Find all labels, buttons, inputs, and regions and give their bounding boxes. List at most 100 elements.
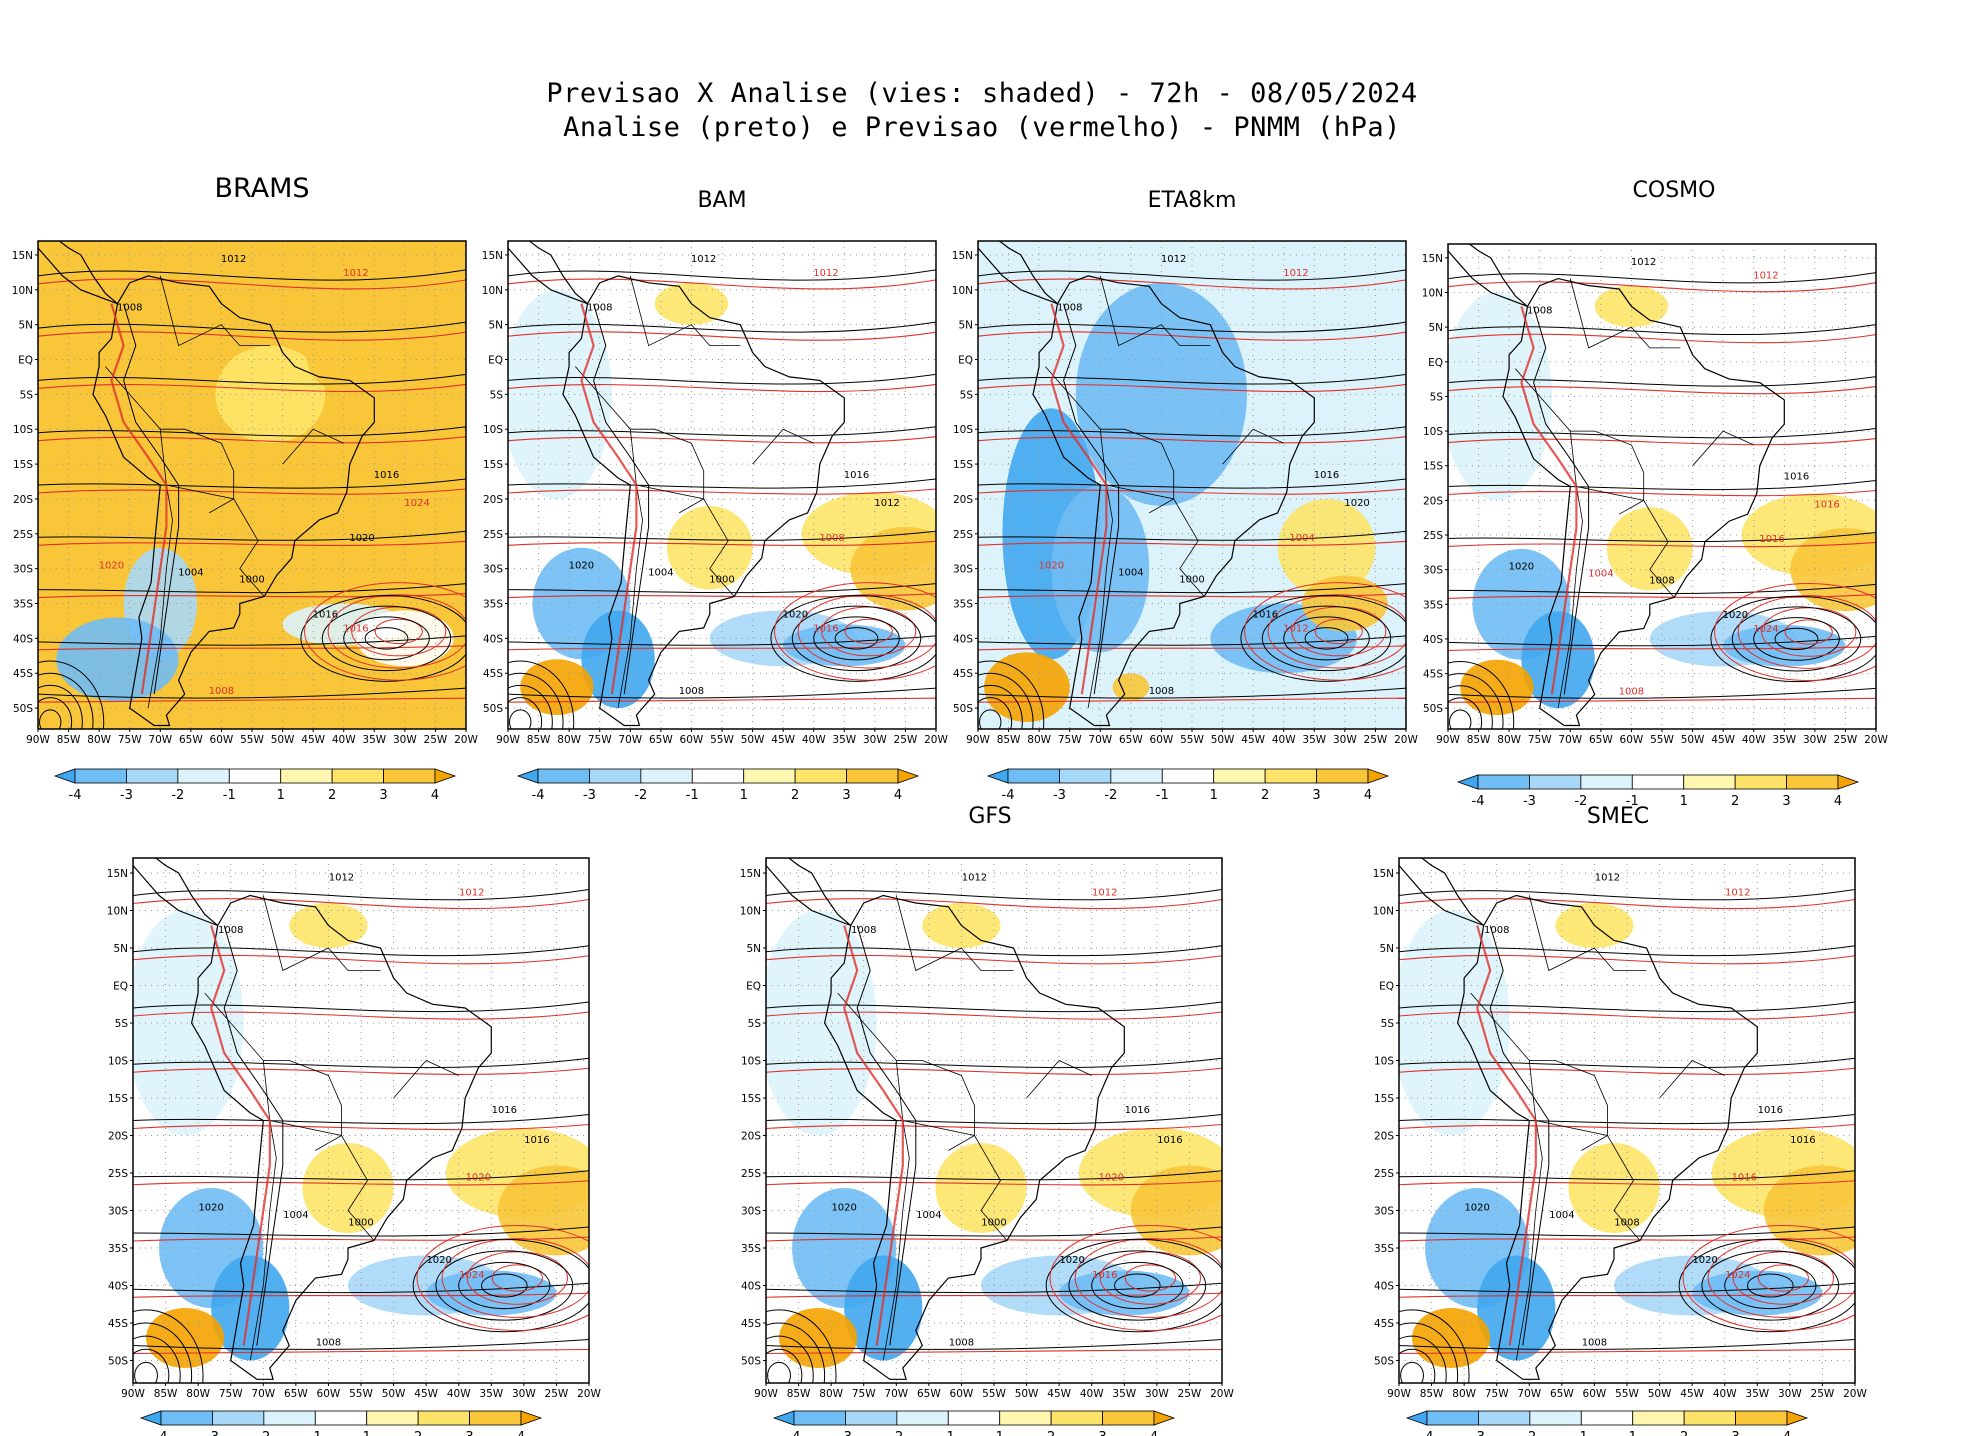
isobar-label: 1012 [1595, 873, 1620, 884]
bias-shade-0 [508, 289, 612, 499]
analysis-isobar [508, 687, 936, 699]
lon-tick-label: 35W [1302, 734, 1326, 746]
lon-tick-label: 70W [1088, 734, 1112, 746]
forecast-isobar [1448, 645, 1876, 651]
lat-tick-label: EQ [1379, 981, 1394, 993]
isobar-label: 1004 [1289, 533, 1314, 544]
colorbar-label: 2 [328, 788, 336, 803]
lat-tick-label: 5N [488, 320, 503, 332]
colorbar-label: -2 [890, 1430, 903, 1436]
lon-tick-label: 50W [382, 1388, 406, 1400]
isobar-label: 1020 [1099, 1173, 1124, 1184]
forecast-isobar [1399, 1348, 1855, 1355]
lon-tick-label: 55W [1615, 1388, 1639, 1400]
forecast-isobar [1399, 1180, 1855, 1186]
forecast-isobar [1714, 583, 1876, 681]
analysis-isobar [978, 635, 1406, 646]
lat-tick-label: 10N [482, 285, 503, 297]
analysis-isobar [1114, 1273, 1161, 1298]
lat-tick-label: 50S [13, 703, 33, 715]
lon-tick-label: 45W [301, 734, 325, 746]
isobar-label: 1016 [1784, 472, 1809, 483]
lat-tick-label: 15S [953, 459, 973, 471]
forecast-isobar [491, 1264, 543, 1292]
analysis-isobar [133, 1114, 589, 1125]
analysis-isobar [458, 1261, 551, 1310]
forecast-isobar [1448, 333, 1876, 344]
lat-tick-label: 10S [108, 1056, 128, 1068]
colorbar-label: 1 [996, 1430, 1004, 1436]
isobar-label: 1012 [1283, 623, 1308, 634]
lat-tick-label: 15S [1423, 461, 1443, 473]
forecast-isobar [38, 488, 466, 495]
colorbar-label: -4 [155, 1430, 168, 1436]
forecast-isobar [978, 488, 1406, 495]
isobar-label: 1004 [1118, 568, 1143, 579]
lat-tick-label: 50S [953, 703, 973, 715]
lon-tick-label: 35W [362, 734, 386, 746]
colorbar-label: -3 [1472, 1430, 1485, 1436]
country-border [160, 428, 235, 514]
country-border [1222, 428, 1284, 465]
lat-tick-label: 20S [1423, 495, 1443, 507]
country-border [1529, 1060, 1608, 1151]
lat-tick-label: 5N [746, 943, 761, 955]
analysis-isobar [435, 1250, 574, 1321]
analysis-isobar [1399, 1335, 1447, 1383]
analysis-isobar [508, 373, 936, 385]
lon-tick-label: 50W [1648, 1388, 1672, 1400]
analysis-isobar [979, 709, 1002, 729]
forecast-isobar [978, 278, 1406, 290]
lat-tick-label: 10N [107, 906, 128, 918]
analysis-isobar [813, 616, 900, 661]
isobar-label: 1020 [426, 1255, 451, 1266]
colorbar-segment [1632, 1410, 1685, 1426]
lat-tick-label: 25S [108, 1168, 128, 1180]
analysis-isobar [766, 1170, 1222, 1181]
analysis-isobar [38, 687, 466, 699]
colorbar-segment [1580, 1410, 1634, 1426]
lat-tick-label: 40S [1374, 1281, 1394, 1293]
isobar-label: 1016 [374, 470, 399, 481]
isobar-label: 1008 [587, 303, 612, 314]
andes-forecast-contours [110, 303, 168, 695]
forecast-isobar [978, 697, 1406, 703]
colorbar-label: -4 [1472, 794, 1485, 809]
colorbar-label: -3 [583, 788, 596, 803]
forecast-isobar [133, 1123, 589, 1131]
lat-tick-label: 15N [740, 868, 761, 880]
forecast-isobar [978, 331, 1406, 341]
lon-tick-label: 20W [1394, 734, 1418, 746]
lat-tick-label: 50S [741, 1356, 761, 1368]
isobar-label: 1008 [209, 686, 234, 697]
andes-analysis-contours [123, 303, 180, 695]
colorbar-label: 3 [465, 1430, 473, 1436]
isobar-label: 1020 [1723, 610, 1748, 621]
forecast-isobar [133, 954, 589, 965]
panel-title: GFS [968, 804, 1011, 829]
forecast-isobar [1074, 1238, 1222, 1318]
colorbar-label: -1 [1156, 788, 1169, 803]
colorbar-label: 4 [1783, 1430, 1791, 1436]
isobar-label: 1016 [343, 623, 368, 634]
analysis-isobar [1399, 1309, 1470, 1383]
analysis-isobar [766, 1057, 1222, 1069]
lon-tick-label: 20W [577, 1388, 601, 1400]
isobar-label: 1012 [343, 268, 368, 279]
lon-tick-label: 80W [1027, 734, 1051, 746]
colorbar-label: -3 [120, 788, 133, 803]
forecast-isobar [38, 697, 466, 703]
lat-tick-label: 5S [115, 1018, 129, 1030]
country-border [1470, 992, 1641, 1241]
lon-tick-label: 60W [680, 734, 704, 746]
lat-tick-label: 15S [483, 459, 503, 471]
country-border [882, 1120, 910, 1361]
isobar-label: 1020 [1692, 1255, 1717, 1266]
isobar-label: 1012 [1725, 888, 1750, 899]
lat-tick-label: 45S [741, 1318, 761, 1330]
forecast-isobar [1448, 437, 1876, 446]
panel-title: COSMO [1633, 178, 1716, 203]
forecast-isobar [1399, 1236, 1855, 1242]
colorbar-label: -2 [1574, 794, 1587, 809]
